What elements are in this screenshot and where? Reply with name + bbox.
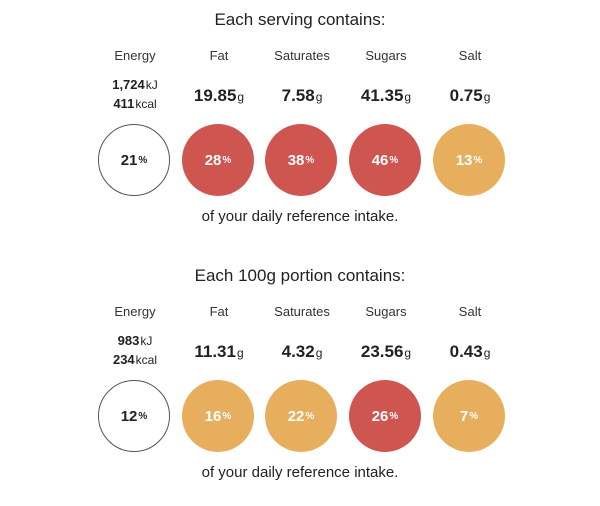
sugars-label: Sugars	[365, 304, 407, 319]
saturates-column: Saturates 4.32g 22%	[260, 256, 344, 486]
saturates-label: Saturates	[274, 48, 330, 63]
fat-value: 19.85g	[193, 86, 245, 105]
energy-kcal-value: 411kcal	[113, 96, 157, 111]
fat-label: Fat	[209, 304, 229, 319]
saturates-value: 7.58g	[281, 86, 323, 105]
section-heading: Each 100g portion contains:	[194, 266, 406, 285]
sugars-label: Sugars	[365, 48, 407, 63]
saturates-label: Saturates	[274, 304, 330, 319]
salt-column: Salt 0.75g 13%	[428, 0, 512, 230]
salt-value: 0.43g	[449, 342, 491, 361]
salt-label: Salt	[458, 304, 482, 319]
energy-label: Energy	[114, 48, 156, 63]
sugars-value: 23.56g	[360, 342, 412, 361]
energy-kcal-value: 234kcal	[112, 352, 158, 367]
salt-value: 0.75g	[449, 86, 491, 105]
energy-label: Energy	[114, 304, 156, 319]
energy-percent-circle: 12%	[98, 380, 170, 452]
saturates-column: Saturates 7.58g 38%	[260, 0, 344, 230]
saturates-percent-circle: 38%	[265, 124, 337, 196]
sugars-percent-circle: 46%	[349, 124, 421, 196]
energy-column: Energy 983kJ 234kcal 12%	[93, 256, 177, 486]
fat-value: 11.31g	[194, 342, 244, 361]
fat-column: Fat 11.31g 16%	[177, 256, 261, 486]
saturates-percent-circle: 22%	[265, 380, 337, 452]
fat-percent-circle: 28%	[182, 124, 254, 196]
section-heading: Each serving contains:	[214, 10, 386, 29]
energy-percent-circle: 21%	[98, 124, 170, 196]
fat-label: Fat	[209, 48, 229, 63]
fat-percent-circle: 16%	[182, 380, 254, 452]
saturates-value: 4.32g	[281, 342, 323, 361]
energy-kj-value: 983kJ	[117, 333, 153, 348]
salt-percent-circle: 7%	[433, 380, 505, 452]
energy-column: Energy 1,724kJ 411kcal 21%	[93, 0, 177, 230]
salt-column: Salt 0.43g 7%	[428, 256, 512, 486]
reference-intake-note: of your daily reference intake.	[201, 208, 399, 225]
sugars-value: 41.35g	[360, 86, 412, 105]
sugars-column: Sugars 41.35g 46%	[344, 0, 428, 230]
energy-kj-value: 1,724kJ	[112, 77, 158, 92]
sugars-percent-circle: 26%	[349, 380, 421, 452]
sugars-column: Sugars 23.56g 26%	[344, 256, 428, 486]
fat-column: Fat 19.85g 28%	[177, 0, 261, 230]
salt-label: Salt	[458, 48, 482, 63]
salt-percent-circle: 13%	[433, 124, 505, 196]
reference-intake-note: of your daily reference intake.	[201, 464, 399, 481]
